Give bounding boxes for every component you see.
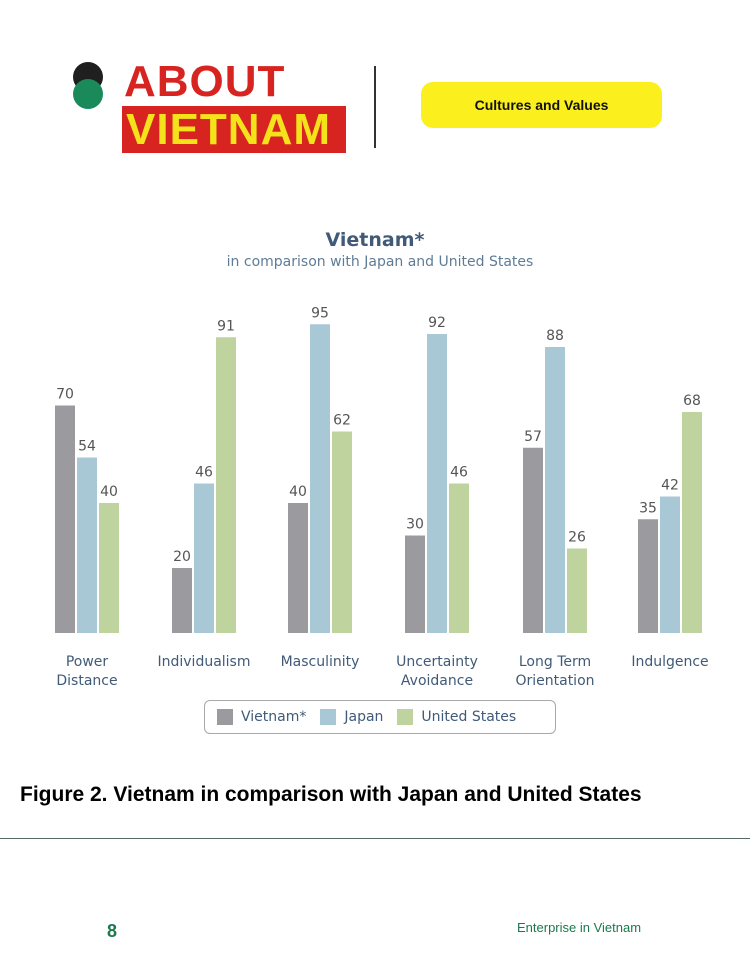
legend-label-japan: Japan — [344, 709, 384, 725]
bar-japan-power-distance — [77, 457, 97, 633]
bar-vietnam-individualism — [172, 568, 192, 633]
legend-label-vietnam: Vietnam* — [241, 709, 307, 725]
bar-united-states-long-term-orientation — [567, 548, 587, 633]
data-label-vietnam-individualism: 20 — [173, 549, 191, 565]
legend-item-vietnam: Vietnam* — [217, 709, 306, 725]
footer-divider — [0, 838, 750, 839]
bar-japan-masculinity — [310, 324, 330, 633]
data-label-united-states-uncertainty-avoidance: 46 — [450, 465, 468, 481]
legend-swatch-vietnam — [217, 709, 233, 725]
bar-united-states-individualism — [216, 337, 236, 633]
header-divider — [374, 66, 376, 148]
bar-vietnam-masculinity — [288, 503, 308, 633]
data-label-united-states-individualism: 91 — [217, 318, 235, 334]
category-label-long-term-orientation: Long Term — [519, 654, 591, 670]
legend-label-united-states: United States — [421, 709, 517, 725]
logo-highlight-box — [122, 106, 346, 153]
data-label-japan-individualism: 46 — [195, 465, 213, 481]
category-label-uncertainty-avoidance: Uncertainty — [396, 654, 478, 670]
category-label-individualism: Individualism — [157, 654, 250, 670]
data-label-vietnam-long-term-orientation: 57 — [524, 429, 542, 445]
data-label-united-states-indulgence: 68 — [683, 393, 701, 409]
category-label-power-distance: Distance — [56, 673, 117, 689]
legend-item-japan: Japan — [320, 709, 383, 725]
bar-chart: 70 54 40 Power Distance 20 46 91 Individualism 40… — [55, 305, 709, 689]
category-label-indulgence: Indulgence — [631, 654, 708, 670]
bar-vietnam-power-distance — [55, 405, 75, 633]
data-label-japan-long-term-orientation: 88 — [546, 328, 564, 344]
data-label-vietnam-uncertainty-avoidance: 30 — [406, 517, 424, 533]
chart-subtitle: in comparison with Japan and United Stat… — [226, 254, 534, 270]
section-pill: Cultures and Values — [421, 82, 662, 128]
bar-united-states-power-distance — [99, 503, 119, 633]
bar-vietnam-indulgence — [638, 519, 658, 633]
logo-word-vietnam: VIETNAM — [126, 105, 331, 154]
page-number: 8 — [107, 921, 118, 941]
category-label-long-term-orientation: Orientation — [515, 673, 594, 689]
data-label-japan-uncertainty-avoidance: 92 — [428, 315, 446, 331]
figure-caption: Figure 2. Vietnam in comparison with Jap… — [20, 783, 642, 806]
data-label-vietnam-indulgence: 35 — [639, 500, 657, 516]
bar-japan-individualism — [194, 483, 214, 633]
category-label-masculinity: Masculinity — [281, 654, 360, 670]
bar-united-states-uncertainty-avoidance — [449, 483, 469, 633]
bar-united-states-indulgence — [682, 412, 702, 633]
bar-japan-uncertainty-avoidance — [427, 334, 447, 633]
data-label-united-states-masculinity: 62 — [333, 413, 351, 429]
logo-word-about: ABOUT — [124, 57, 286, 106]
logo-dots — [73, 62, 103, 109]
data-label-united-states-power-distance: 40 — [100, 484, 118, 500]
chart-title: Vietnam* — [325, 229, 425, 251]
legend-swatch-japan — [320, 709, 337, 725]
bar-japan-indulgence — [660, 496, 680, 633]
logo-dot-green — [73, 79, 103, 109]
data-label-japan-indulgence: 42 — [661, 478, 679, 494]
data-label-japan-power-distance: 54 — [78, 439, 96, 455]
category-label-power-distance: Power — [66, 654, 109, 670]
category-label-uncertainty-avoidance: Avoidance — [401, 673, 473, 689]
data-label-vietnam-power-distance: 70 — [56, 387, 74, 403]
data-label-japan-masculinity: 95 — [311, 305, 329, 321]
legend-swatch-united-states — [397, 709, 414, 725]
data-label-united-states-long-term-orientation: 26 — [568, 530, 586, 546]
chart-legend: Vietnam* Japan United States — [204, 700, 556, 734]
data-label-vietnam-masculinity: 40 — [289, 484, 307, 500]
footer-publication: Enterprise in Vietnam — [517, 920, 642, 935]
legend-item-united-states: United States — [397, 709, 516, 725]
bar-vietnam-uncertainty-avoidance — [405, 535, 425, 633]
bar-japan-long-term-orientation — [545, 347, 565, 633]
bar-united-states-masculinity — [332, 431, 352, 633]
bar-vietnam-long-term-orientation — [523, 447, 543, 633]
